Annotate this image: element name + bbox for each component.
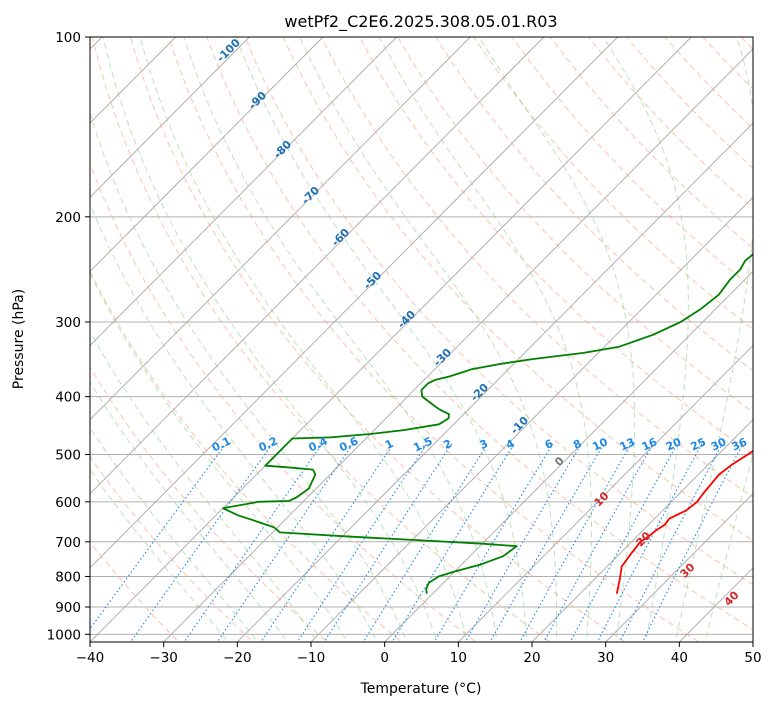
dry-adiabat	[91, 37, 552, 642]
x-tick-label: −40	[76, 650, 105, 666]
moist-adiabat	[704, 451, 753, 642]
moist-adiabat	[674, 37, 753, 642]
isotherm-line	[90, 37, 250, 198]
y-tick-label: 500	[55, 448, 81, 464]
x-tick-label: −30	[149, 650, 178, 666]
dry-adiabat	[358, 37, 753, 455]
mixing-ratio-line	[519, 443, 632, 642]
mixing-ratio-line	[433, 443, 554, 642]
x-tick-label: 40	[671, 650, 688, 666]
dry-adiabat	[282, 37, 753, 542]
mixing-ratio-line	[489, 443, 605, 642]
dry-adiabat	[90, 455, 254, 642]
moist-adiabat	[602, 37, 689, 642]
moist-adiabat	[102, 37, 438, 642]
dry-adiabat	[90, 366, 329, 642]
y-tick-label: 900	[55, 600, 81, 616]
moist-adiabat	[90, 330, 319, 642]
y-tick-label: 200	[55, 210, 81, 226]
moist-adiabat	[235, 37, 528, 642]
moist-adiabat	[183, 37, 498, 642]
x-tick-label: 10	[450, 650, 467, 666]
dry-adiabat	[473, 37, 753, 330]
isotherm-line	[90, 37, 324, 273]
x-tick-label: 20	[523, 650, 540, 666]
y-axis-label: Pressure (hPa)	[11, 289, 27, 389]
isotherm-line	[605, 493, 753, 642]
dry-adiabat	[206, 37, 753, 631]
mixing-ratio-label: 16	[640, 435, 660, 453]
moist-adiabat	[90, 272, 348, 642]
mixing-ratio-line	[216, 443, 354, 642]
y-tick-label: 700	[55, 535, 81, 551]
mixing-ratio-line	[464, 443, 582, 642]
isotherm-line	[163, 48, 753, 642]
mixing-ratio-line	[323, 443, 453, 642]
dry-adiabat	[320, 37, 753, 498]
dry-adiabat	[168, 37, 700, 642]
dry-adiabat	[90, 162, 477, 642]
isotherm-line	[90, 37, 545, 495]
x-tick-label: 50	[744, 650, 761, 666]
x-tick-label: −20	[223, 650, 252, 666]
dry-adiabat	[90, 270, 403, 642]
isotherm-line	[90, 37, 692, 642]
isotherm-line	[90, 37, 471, 421]
mixing-ratio-line	[129, 443, 273, 642]
isotherm-line	[458, 344, 753, 642]
chart-title: wetPf2_C2E6.2025.308.05.01.R03	[284, 12, 557, 32]
mixing-ratio-label: 25	[689, 435, 708, 453]
moist-adiabat	[139, 37, 468, 642]
x-tick-label: 0	[380, 650, 389, 666]
moist-adiabat	[90, 111, 408, 642]
dewpoint-profile	[222, 253, 753, 594]
dry-adiabat	[397, 37, 753, 413]
isotherm-line	[237, 122, 753, 642]
temperature-profile	[615, 449, 753, 594]
isotherm-line	[531, 419, 753, 642]
dry-adiabat	[129, 37, 626, 642]
dry-adiabat	[435, 37, 753, 372]
y-tick-label: 400	[55, 390, 81, 406]
plot-frame	[89, 36, 754, 643]
x-axis-label: Temperature (°C)	[360, 681, 482, 697]
mixing-ratio-line	[260, 443, 394, 642]
y-tick-label: 800	[55, 569, 81, 585]
background-lines	[90, 37, 753, 642]
y-tick-label: 600	[55, 495, 81, 511]
mixing-ratio-label: 20	[664, 435, 684, 453]
y-tick-label: 1000	[47, 627, 81, 643]
mixing-ratio-label: 13	[618, 435, 637, 453]
y-tick-label: 100	[55, 30, 81, 46]
mixing-ratio-line	[596, 443, 703, 642]
mixing-ratio-line	[543, 443, 654, 642]
series-layer	[222, 253, 753, 594]
axis-ticks: −40 −30 −20 −10 0 10 20 30 40 50 100 200 300 400 500 60…	[47, 30, 762, 666]
mixing-ratio-line	[569, 443, 678, 642]
moist-adiabat	[378, 37, 592, 642]
mixing-ratio-line	[391, 443, 515, 642]
moist-adiabat	[90, 426, 259, 642]
mixing-ratio-label: 30	[709, 435, 729, 453]
moist-adiabat	[90, 468, 229, 642]
isotherm-line	[310, 196, 753, 642]
dry-adiabat	[244, 37, 753, 586]
isotherm-line	[90, 37, 618, 569]
isotherm-line	[90, 37, 397, 347]
y-tick-label: 300	[55, 315, 81, 331]
mixing-ratio-line	[362, 443, 489, 642]
mixing-ratio-line	[296, 443, 428, 642]
x-tick-label: 30	[597, 650, 614, 666]
mixing-ratio-label: 36	[730, 435, 750, 453]
mixing-ratio-label: 10	[590, 435, 610, 453]
isotherm-line	[384, 270, 753, 642]
x-tick-label: −10	[297, 650, 326, 666]
moist-adiabat	[90, 202, 378, 642]
moist-adiabat	[478, 37, 636, 642]
moist-adiabat	[90, 381, 289, 642]
moist-adiabat	[299, 37, 558, 642]
